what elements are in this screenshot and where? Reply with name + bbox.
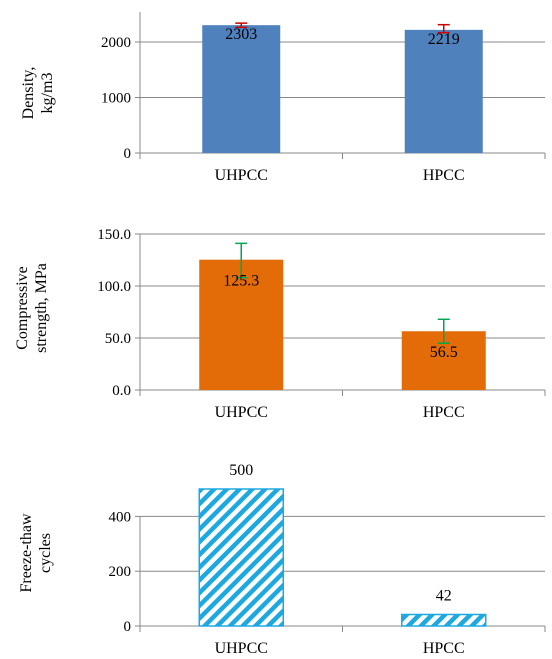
density-y-axis-title-line: Density, — [20, 67, 37, 120]
freeze-y-tick-label: 0 — [124, 619, 132, 635]
density-bar-hpcc — [404, 29, 483, 153]
strength-category-label-uhpcc: UHPCC — [215, 404, 268, 421]
freeze-y-axis-title-line: cycles — [37, 533, 54, 573]
strength-bar-uhpcc — [199, 259, 284, 390]
density-data-label-uhpcc: 2303 — [225, 26, 257, 43]
strength-y-axis-title: Compressive strength, MPa — [14, 263, 50, 353]
strength-y-tick-label: 50.0 — [105, 331, 131, 347]
strength-y-axis-title-line: strength, MPa — [33, 263, 50, 353]
freeze-category-label-hpcc: HPCC — [423, 640, 465, 657]
freeze-bar-hpcc — [401, 613, 487, 627]
density-y-tick-label: 1000 — [101, 91, 131, 107]
strength-y-tick-label: 0.0 — [112, 383, 131, 399]
freeze-y-axis-title: Freeze-thaw cycles — [18, 513, 54, 593]
density-category-label-hpcc: HPCC — [423, 167, 465, 184]
density-y-tick-label: 0 — [124, 146, 132, 162]
strength-data-label-uhpcc: 125.3 — [223, 273, 259, 290]
density-y-tick-label: 2000 — [101, 35, 131, 51]
freeze-y-tick-label: 200 — [109, 564, 132, 580]
density-category-label-uhpcc: UHPCC — [215, 167, 268, 184]
freeze-bar-uhpcc — [198, 488, 284, 627]
freeze-category-label-uhpcc: UHPCC — [215, 640, 268, 657]
strength-data-label-hpcc: 56.5 — [430, 344, 458, 361]
density-y-axis-title-line: kg/m3 — [39, 73, 56, 114]
strength-y-tick-label: 150.0 — [97, 227, 131, 243]
strength-category-label-hpcc: HPCC — [423, 404, 465, 421]
freeze-data-label-uhpcc: 500 — [229, 462, 253, 479]
strength-y-tick-label: 100.0 — [97, 279, 131, 295]
density-y-axis-title: Density, kg/m3 — [20, 67, 56, 120]
density-bar-uhpcc — [202, 25, 281, 153]
freeze-y-tick-label: 400 — [109, 509, 132, 525]
freeze-data-label-hpcc: 42 — [436, 587, 452, 604]
strength-y-axis-title-line: Compressive — [14, 266, 31, 350]
density-data-label-hpcc: 2219 — [428, 31, 460, 48]
freeze-y-axis-title-line: Freeze-thaw — [18, 513, 35, 593]
